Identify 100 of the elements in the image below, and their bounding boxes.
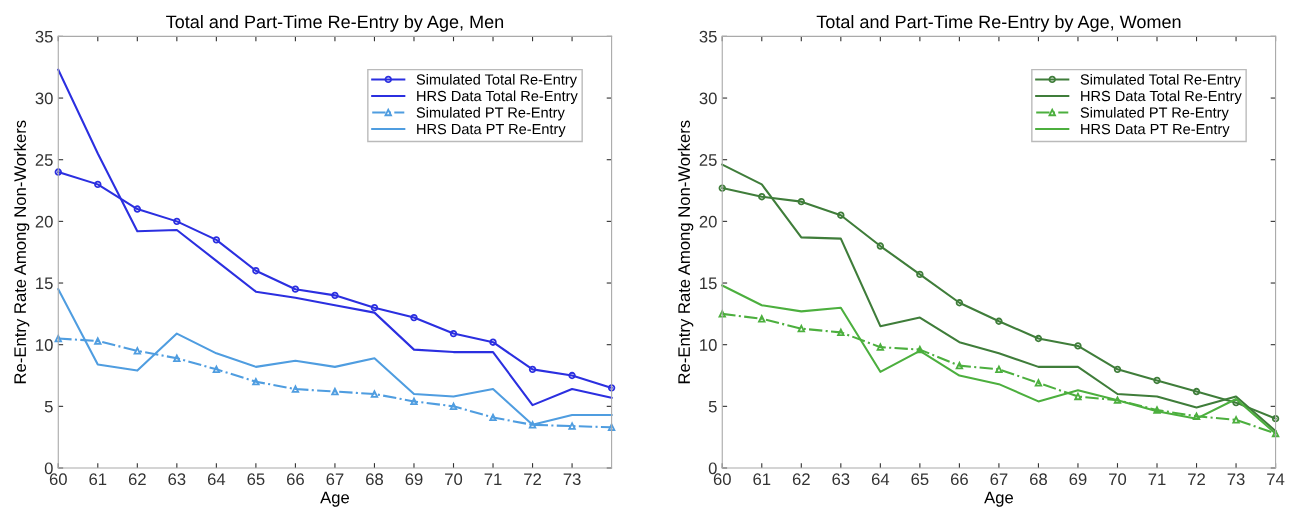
point: [797, 324, 805, 333]
y-tick-label: 10: [700, 339, 717, 351]
point: [1074, 392, 1082, 401]
y-tick-label: 20: [35, 215, 53, 228]
x-axis-title: Age: [984, 491, 1013, 507]
y-tick-label: 10: [36, 339, 53, 351]
point: [291, 385, 300, 393]
legend-label: Simulated PT Re-Entry: [1080, 106, 1229, 121]
point: [133, 347, 142, 355]
point: [410, 313, 418, 322]
point: [995, 317, 1003, 325]
x-axis-title: Age: [320, 491, 350, 507]
legend-label: HRS Data Total Re-Entry: [417, 90, 578, 105]
point: [568, 371, 576, 380]
point: [1113, 365, 1122, 374]
point: [876, 343, 885, 351]
y-tick-label: 20: [699, 215, 717, 228]
point: [449, 329, 458, 338]
x-tick-label: 62: [128, 473, 146, 486]
x-tick-label: 64: [207, 473, 226, 486]
legend-label: HRS Data PT Re-Entry: [1081, 123, 1230, 138]
point: [1034, 334, 1043, 343]
y-tick-label: 35: [699, 30, 717, 43]
y-tick-label: 25: [699, 154, 717, 166]
point: [173, 217, 181, 226]
x-tick-label: 62: [792, 473, 810, 486]
x-tick-label: 60: [49, 473, 67, 486]
y-tick-label: 15: [700, 277, 717, 290]
legend-label: Simulated PT Re-Entry: [416, 106, 565, 121]
point: [1074, 342, 1082, 350]
x-tick-label: 71: [484, 473, 502, 485]
x-tick-label: 65: [911, 473, 929, 486]
y-axis-title: Re-Entry Rate Among Non-Workers: [13, 120, 30, 384]
point: [489, 413, 497, 422]
point: [94, 180, 102, 189]
x-tick-label: 65: [247, 473, 265, 486]
x-tick-label: 72: [524, 473, 541, 485]
point: [758, 315, 766, 323]
legend-label: HRS Data Total Re-Entry: [1081, 90, 1242, 105]
x-tick-label: 60: [713, 473, 731, 486]
point: [449, 402, 458, 411]
point: [1232, 416, 1240, 424]
point: [370, 390, 379, 398]
x-tick-label: 68: [1030, 473, 1047, 486]
point: [837, 328, 845, 337]
x-tick-label: 70: [1109, 473, 1127, 486]
point: [1192, 387, 1201, 396]
point: [1034, 379, 1043, 387]
y-tick-label: 35: [35, 30, 53, 43]
legend-label: Simulated Total Re-Entry: [1080, 73, 1241, 88]
x-tick-label: 68: [366, 473, 383, 486]
point: [528, 365, 537, 374]
y-axis-title: Re-Entry Rate Among Non-Workers: [677, 120, 694, 384]
point: [876, 242, 885, 250]
x-tick-label: 70: [445, 473, 463, 486]
x-tick-label: 69: [1069, 473, 1087, 486]
y-tick-label: 5: [44, 400, 53, 413]
x-tick-label: 72: [1188, 473, 1205, 485]
x-tick-label: 69: [405, 473, 423, 486]
y-tick-label: 0: [44, 462, 53, 475]
chart-title: Total and Part-Time Re-Entry by Age, Men: [166, 14, 504, 32]
y-tick-label: 15: [36, 277, 53, 290]
chart-title: Total and Part-Time Re-Entry by Age, Women: [816, 14, 1181, 32]
point: [291, 285, 300, 293]
point: [995, 365, 1003, 374]
point: [528, 421, 537, 429]
point: [370, 304, 379, 312]
legend-label: HRS Data PT Re-Entry: [417, 123, 566, 138]
x-tick-label: 74: [1267, 473, 1285, 485]
x-tick-label: 67: [326, 473, 344, 486]
point: [252, 267, 260, 275]
legend-label: Simulated Total Re-Entry: [416, 73, 577, 88]
point: [489, 338, 497, 346]
y-tick-label: 30: [35, 92, 53, 105]
point: [331, 291, 339, 300]
point: [331, 387, 339, 396]
y-tick-label: 25: [35, 154, 53, 166]
point: [797, 197, 805, 206]
y-tick-label: 5: [708, 400, 717, 413]
point: [568, 422, 576, 430]
point: [173, 354, 181, 362]
point: [410, 397, 418, 406]
point: [955, 299, 964, 307]
y-tick-label: 30: [699, 92, 717, 105]
point: [1153, 376, 1161, 385]
x-tick-label: 73: [563, 473, 581, 486]
x-tick-label: 66: [950, 473, 968, 486]
point: [133, 205, 142, 213]
x-tick-label: 71: [1148, 473, 1166, 485]
x-tick-label: 63: [832, 473, 850, 486]
point: [916, 270, 924, 279]
x-tick-label: 73: [1227, 473, 1245, 486]
point: [758, 193, 766, 201]
x-tick-label: 63: [168, 473, 186, 486]
x-tick-label: 64: [871, 473, 890, 486]
x-tick-label: 61: [753, 473, 771, 486]
line-series: [57, 68, 613, 407]
point: [94, 337, 102, 345]
y-tick-label: 0: [708, 462, 717, 475]
x-tick-label: 66: [286, 473, 304, 486]
